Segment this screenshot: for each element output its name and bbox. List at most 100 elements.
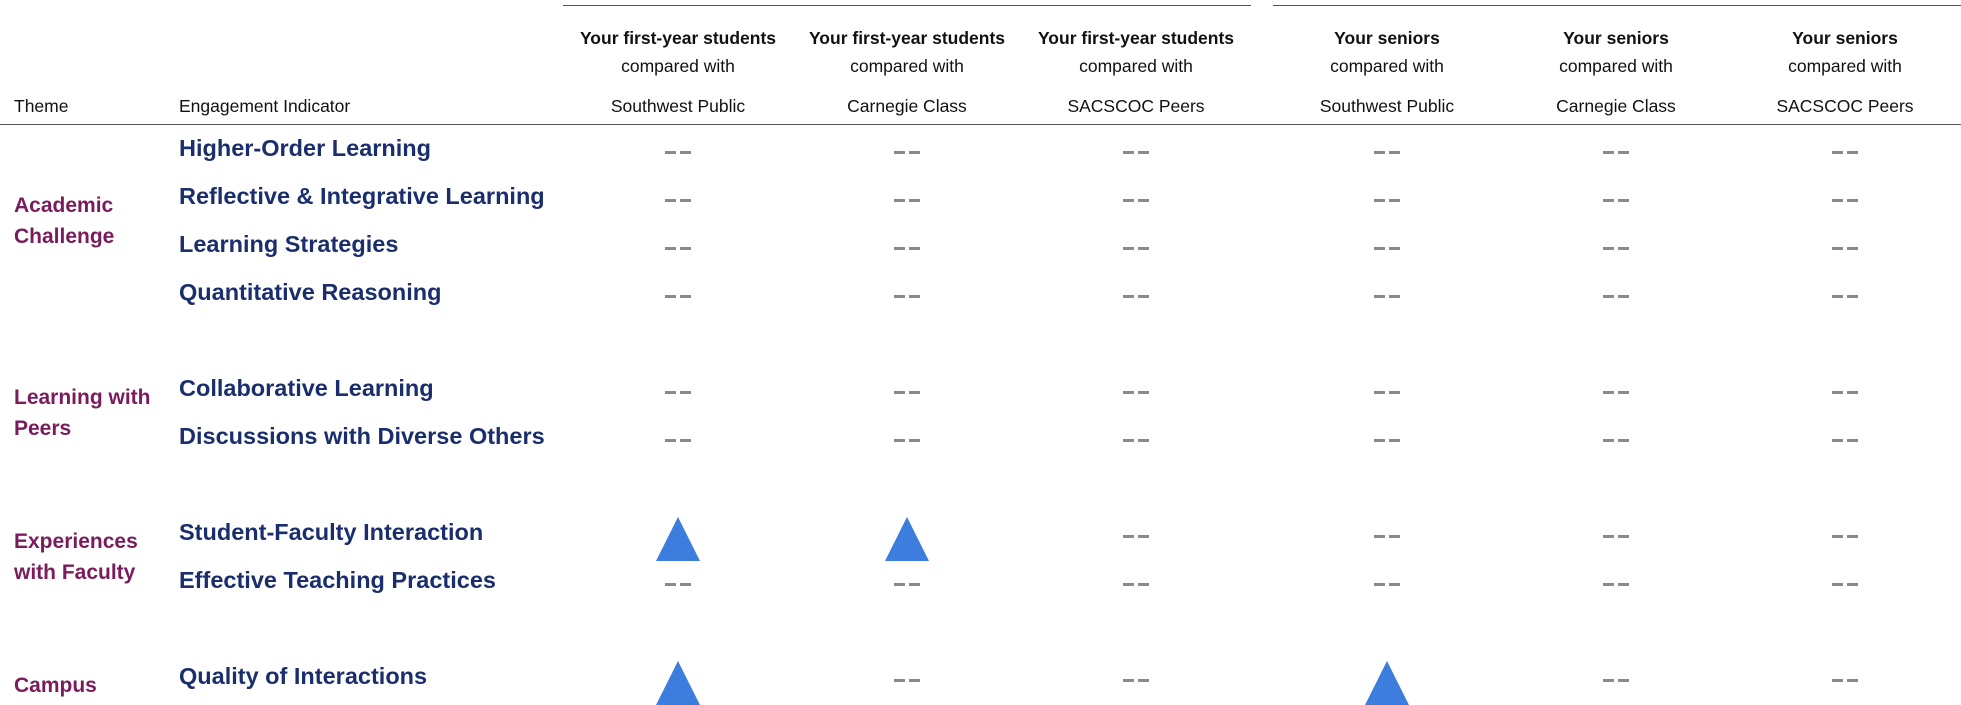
no-difference-dash-icon [1374,199,1400,202]
column-header-1: Your first-year students compared with Sou… [558,28,798,118]
no-difference-dash-icon [1123,391,1149,394]
column-group-label: Your seniors [1563,28,1669,48]
column-peer-label: Southwest Public [610,96,746,116]
no-difference-dash-icon [665,151,691,154]
column-header-2: Your first-year students compared with Car… [787,28,1027,118]
column-header-4: Your seniors compared with Southwest Publi… [1267,28,1507,118]
no-difference-dash-icon [1603,391,1629,394]
no-difference-dash-icon [665,583,691,586]
no-difference-dash-icon [1123,583,1149,586]
indicator-name: Quantitative Reasoning [179,279,442,305]
theme-label: Experiences with Faculty [14,526,138,588]
no-difference-dash-icon [665,391,691,394]
no-difference-dash-icon [1123,247,1149,250]
column-peer-label: SACSCOC Peers [1067,96,1205,116]
column-compared-label: compared with [1788,56,1902,76]
indicator-name: Discussions with Diverse Others [179,423,545,449]
no-difference-dash-icon [894,391,920,394]
no-difference-dash-icon [1374,583,1400,586]
indicator-name: Higher-Order Learning [179,135,432,161]
no-difference-dash-icon [1603,679,1629,682]
no-difference-dash-icon [665,199,691,202]
no-difference-dash-icon [1603,535,1629,538]
triangle-up-icon [656,661,700,705]
theme-label: Campus [14,670,97,701]
no-difference-dash-icon [894,151,920,154]
theme-column-header: Theme [14,96,69,116]
no-difference-dash-icon [1603,151,1629,154]
no-difference-dash-icon [1123,535,1149,538]
no-difference-dash-icon [894,247,920,250]
theme-label: Academic Challenge [14,190,114,252]
theme-label-line: Challenge [14,225,115,248]
indicator-name: Quality of Interactions [179,663,428,689]
no-difference-dash-icon [1123,295,1149,298]
theme-label-line: Campus [14,674,97,697]
theme-label-line: Peers [14,417,72,440]
theme-label: Learning with Peers [14,382,151,444]
no-difference-dash-icon [1832,199,1858,202]
column-header-6: Your seniors compared with SACSCOC Peers [1725,28,1961,118]
no-difference-dash-icon [1374,439,1400,442]
no-difference-dash-icon [1832,295,1858,298]
column-compared-label: compared with [1079,56,1193,76]
no-difference-dash-icon [1832,151,1858,154]
no-difference-dash-icon [1603,247,1629,250]
column-group-label: Your first-year students [579,28,777,48]
no-difference-dash-icon [1603,295,1629,298]
indicator-name: Collaborative Learning [179,375,434,401]
column-compared-label: compared with [850,56,964,76]
column-header-5: Your seniors compared with Carnegie Class [1496,28,1736,118]
column-group-label: Your first-year students [1037,28,1235,48]
no-difference-dash-icon [894,439,920,442]
no-difference-dash-icon [894,583,920,586]
column-peer-label: Southwest Public [1319,96,1455,116]
column-peer-label: SACSCOC Peers [1776,96,1914,116]
no-difference-dash-icon [1123,199,1149,202]
no-difference-dash-icon [894,679,920,682]
no-difference-dash-icon [1832,535,1858,538]
no-difference-dash-icon [1603,199,1629,202]
column-group-label: Your first-year students [808,28,1006,48]
theme-label-line: with Faculty [14,561,136,584]
column-peer-label: Carnegie Class [847,96,967,116]
column-header-3: Your first-year students compared with SAC… [1016,28,1256,118]
no-difference-dash-icon [1374,295,1400,298]
no-difference-dash-icon [1832,583,1858,586]
indicator-name: Student-Faculty Interaction [179,519,484,545]
no-difference-dash-icon [1123,679,1149,682]
no-difference-dash-icon [1374,151,1400,154]
no-difference-dash-icon [1374,391,1400,394]
no-difference-dash-icon [1832,439,1858,442]
no-difference-dash-icon [1832,391,1858,394]
indicator-name: Reflective & Integrative Learning [179,183,545,209]
column-group-label: Your seniors [1792,28,1898,48]
no-difference-dash-icon [665,439,691,442]
no-difference-dash-icon [894,199,920,202]
indicator-name: Learning Strategies [179,231,399,257]
column-compared-label: compared with [621,56,735,76]
triangle-up-icon [656,517,700,561]
column-compared-label: compared with [1559,56,1673,76]
triangle-up-icon [1365,661,1409,705]
column-group-label: Your seniors [1334,28,1440,48]
no-difference-dash-icon [1374,535,1400,538]
triangle-up-icon [885,517,929,561]
first-year-group-rule [563,5,1251,6]
theme-label-line: Learning with [14,386,151,409]
no-difference-dash-icon [665,247,691,250]
theme-label-line: Academic [14,194,114,217]
no-difference-dash-icon [665,295,691,298]
no-difference-dash-icon [1123,439,1149,442]
no-difference-dash-icon [1832,679,1858,682]
no-difference-dash-icon [1832,247,1858,250]
theme-label-line: Experiences [14,530,138,553]
no-difference-dash-icon [1123,151,1149,154]
no-difference-dash-icon [1603,439,1629,442]
indicator-name: Effective Teaching Practices [179,567,496,593]
no-difference-dash-icon [1603,583,1629,586]
column-peer-label: Carnegie Class [1556,96,1676,116]
header-bottom-rule [0,124,1961,125]
no-difference-dash-icon [894,295,920,298]
column-compared-label: compared with [1330,56,1444,76]
